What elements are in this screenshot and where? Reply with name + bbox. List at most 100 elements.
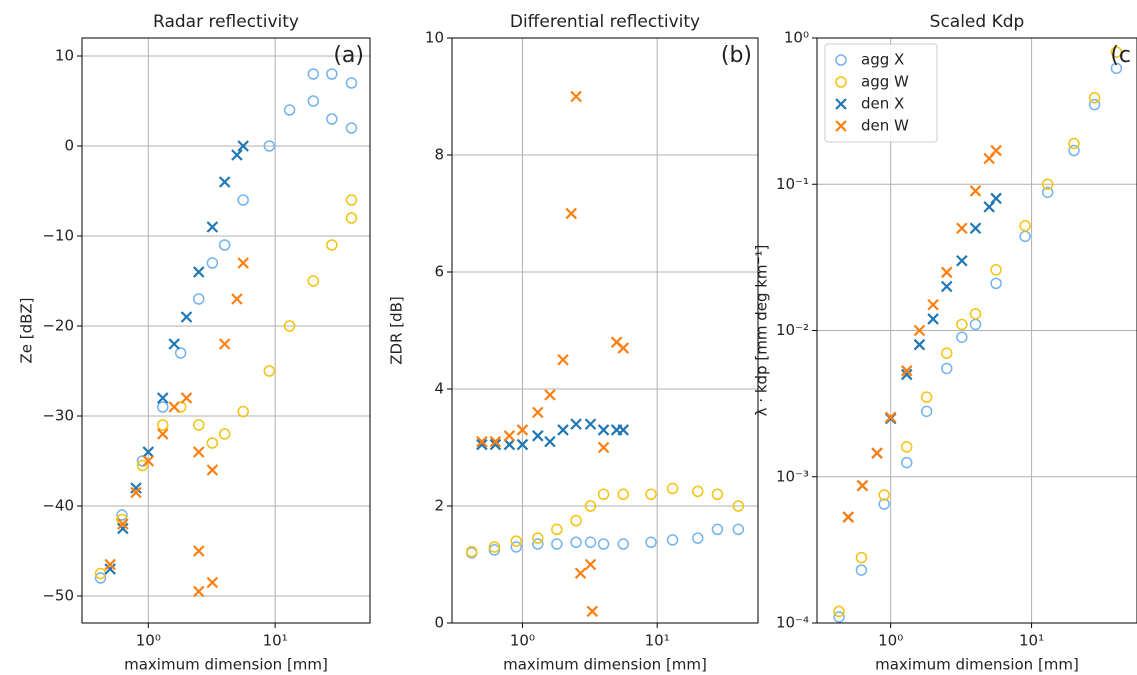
panel: 10⁰ 10¹ −50 −40 −30 −20 −10 0 10 Radar reflectivi… [18,12,371,674]
point [142,455,155,467]
point [1068,137,1080,150]
point [855,564,868,576]
point [1019,230,1031,243]
point [263,365,276,377]
point [842,511,855,523]
y-axis-label: λ · kdp [mm deg km⁻¹] [753,245,771,417]
point [617,424,630,436]
point [833,611,845,623]
y-tick-label: 10 [425,29,444,47]
point [544,435,556,448]
panel: 10⁰ 10¹ 10⁻⁴ 10⁻³ 10⁻² 10⁻¹ 10⁰ Scaled Kdp (c max… [753,12,1137,674]
point [692,532,704,544]
point [584,558,597,571]
point [168,401,180,413]
points [94,68,358,598]
points [465,90,745,618]
point [969,308,982,320]
y-tick-label: −20 [42,317,74,335]
point [345,77,358,89]
point [833,605,845,618]
point [476,438,488,451]
x-axis-label: maximum dimension [mm] [124,656,328,674]
point [645,536,657,549]
panel-title: Radar reflectivity [153,12,299,32]
point [956,222,968,235]
x-tick-label: 10⁰ [878,632,903,650]
panel-annotation: (a) [333,43,364,68]
point [510,535,523,547]
x-axis-label: maximum dimension [mm] [503,656,707,674]
point [168,338,180,350]
point [927,298,939,311]
point [192,266,205,278]
legend-marker [835,54,847,66]
x-tick-label: 10¹ [1019,632,1044,650]
point [231,149,243,161]
y-tick-label: −40 [42,497,74,515]
point [142,446,155,458]
point [597,441,610,454]
panel-title: Differential reflectivity [510,12,700,32]
point [969,185,982,197]
point [157,419,169,431]
point [570,418,582,430]
point [570,90,582,103]
point [516,438,529,451]
point [570,514,582,527]
panel-title: Scaled Kdp [930,12,1025,32]
panel-annotation: (c [1110,43,1131,68]
point [283,320,296,332]
point [956,331,968,343]
point [503,438,516,451]
point [940,362,953,375]
point [940,347,953,359]
point [192,545,205,557]
point [551,538,563,550]
point [532,430,544,442]
point [913,324,926,337]
point [156,428,169,440]
point [130,486,142,499]
legend-box [824,43,938,143]
point [218,428,231,440]
point [237,194,249,206]
point [488,541,501,553]
point [326,68,338,80]
y-tick-label: 10 [55,47,74,65]
point [489,435,502,448]
point [136,459,149,472]
legend-marker [835,76,847,88]
point [927,313,939,325]
point [584,536,597,549]
y-tick-label: −10 [42,227,74,245]
point [913,338,926,351]
point [990,192,1002,205]
point [557,424,569,436]
point [856,479,869,492]
point [218,176,231,188]
point [551,523,563,536]
legend-label: agg X [861,51,904,69]
point [206,221,219,233]
point [104,558,116,571]
point [666,534,679,546]
point [969,222,982,235]
point [597,424,610,436]
point [157,401,169,413]
point [990,144,1002,157]
point [174,347,187,359]
point [900,456,913,469]
point [218,239,231,251]
point [1110,62,1123,75]
point [1110,46,1123,58]
point [489,438,502,451]
point [206,437,219,449]
point [557,353,569,366]
y-tick-label: −50 [42,587,74,605]
x-axis-label: maximum dimension [mm] [875,656,1079,674]
point [206,257,219,269]
point [732,500,745,512]
point [617,538,630,550]
x-tick-label: 10¹ [263,632,288,650]
